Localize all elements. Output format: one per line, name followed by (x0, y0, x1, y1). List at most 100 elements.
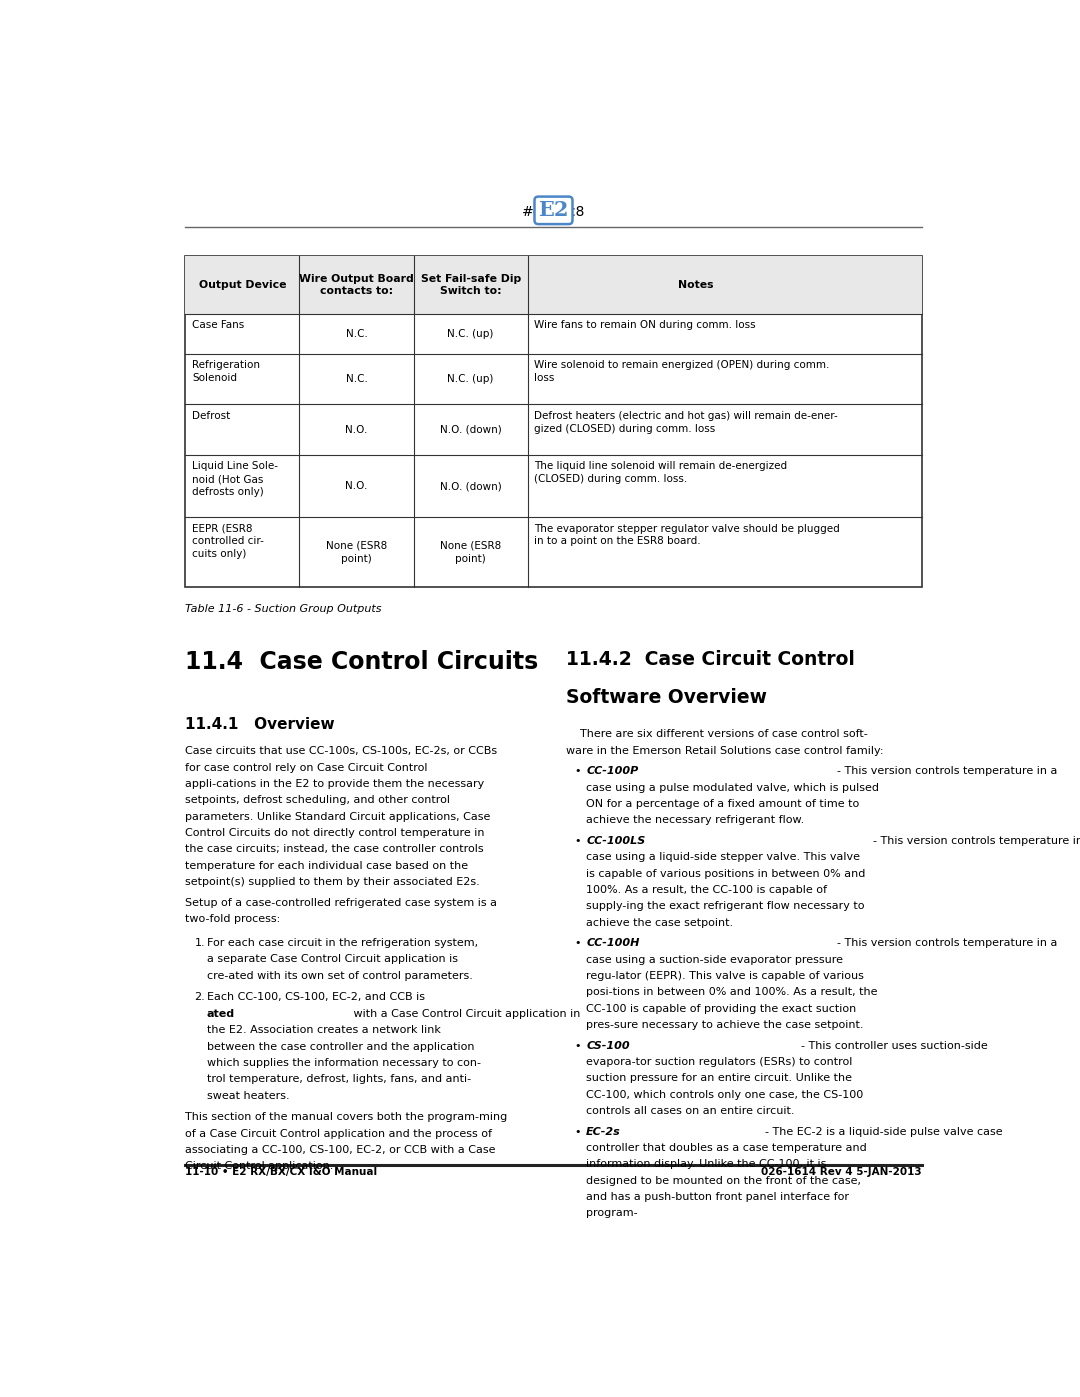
Text: The evaporator stepper regulator valve should be plugged
in to a point on the ES: The evaporator stepper regulator valve s… (535, 524, 840, 546)
Text: the case circuits; instead, the case controller controls: the case circuits; instead, the case con… (186, 844, 484, 855)
Text: None (ESR8
point): None (ESR8 point) (440, 541, 501, 563)
Text: This section of the manual covers both the program-ming: This section of the manual covers both t… (186, 1112, 508, 1122)
Text: 026-1614 Rev 4 5-JAN-2013: 026-1614 Rev 4 5-JAN-2013 (761, 1166, 922, 1176)
Text: E2: E2 (538, 200, 569, 221)
Text: Defrost heaters (electric and hot gas) will remain de-ener-
gized (CLOSED) durin: Defrost heaters (electric and hot gas) w… (535, 411, 838, 433)
Text: temperature for each individual case based on the: temperature for each individual case bas… (186, 861, 469, 870)
Text: suction pressure for an entire circuit. Unlike the: suction pressure for an entire circuit. … (586, 1073, 852, 1083)
Text: N.O. (down): N.O. (down) (440, 425, 501, 434)
Text: •: • (575, 939, 581, 949)
Text: Case circuits that use CC-100s, CS-100s, EC-2s, or CCBs: Case circuits that use CC-100s, CS-100s,… (186, 746, 498, 756)
Text: CC-100P: CC-100P (586, 766, 638, 777)
Text: for case control rely on Case Circuit Control: for case control rely on Case Circuit Co… (186, 763, 428, 773)
Text: is capable of various positions in between 0% and: is capable of various positions in betwe… (586, 869, 865, 879)
Text: 11.4.2  Case Circuit Control: 11.4.2 Case Circuit Control (566, 650, 855, 669)
Text: EEPR (ESR8
controlled cir-
cuits only): EEPR (ESR8 controlled cir- cuits only) (192, 524, 264, 559)
Text: and has a push-button front panel interface for: and has a push-button front panel interf… (586, 1192, 849, 1203)
Text: Output Device: Output Device (199, 279, 286, 291)
Text: between the case controller and the application: between the case controller and the appl… (207, 1042, 474, 1052)
Text: N.C. (up): N.C. (up) (447, 328, 494, 339)
Text: achieve the necessary refrigerant flow.: achieve the necessary refrigerant flow. (586, 816, 805, 826)
Text: - This controller uses suction-side: - This controller uses suction-side (801, 1041, 988, 1051)
Text: Set Fail-safe Dip
Switch to:: Set Fail-safe Dip Switch to: (420, 274, 521, 296)
Text: ated: ated (207, 1009, 235, 1018)
Text: sweat heaters.: sweat heaters. (207, 1091, 289, 1101)
Text: N.O.: N.O. (346, 425, 367, 434)
Text: CC-100 is capable of providing the exact suction: CC-100 is capable of providing the exact… (586, 1003, 856, 1014)
Text: 11.4.1   Overview: 11.4.1 Overview (186, 717, 335, 732)
Text: None (ESR8
point): None (ESR8 point) (326, 541, 387, 563)
Text: information display. Unlike the CC-100, it is: information display. Unlike the CC-100, … (586, 1160, 826, 1169)
Text: N.C.: N.C. (346, 374, 367, 384)
Text: CC-100, which controls only one case, the CS-100: CC-100, which controls only one case, th… (586, 1090, 863, 1099)
Text: Liquid Line Sole-
noid (Hot Gas
defrosts only): Liquid Line Sole- noid (Hot Gas defrosts… (192, 461, 278, 497)
Text: Refrigeration
Solenoid: Refrigeration Solenoid (192, 360, 260, 383)
Text: the E2. Association creates a network link: the E2. Association creates a network li… (207, 1025, 441, 1035)
Text: Software Overview: Software Overview (566, 689, 767, 707)
Text: achieve the case setpoint.: achieve the case setpoint. (586, 918, 733, 928)
Text: 1.: 1. (194, 937, 205, 949)
Text: N.O. (down): N.O. (down) (440, 481, 501, 490)
Text: - This version controls temperature in a: - This version controls temperature in a (837, 766, 1057, 777)
Text: case using a liquid-side stepper valve. This valve: case using a liquid-side stepper valve. … (586, 852, 860, 862)
Text: There are six different versions of case control soft-: There are six different versions of case… (566, 729, 868, 739)
Text: case using a pulse modulated valve, which is pulsed: case using a pulse modulated valve, whic… (586, 782, 879, 792)
Text: posi-tions in between 0% and 100%. As a result, the: posi-tions in between 0% and 100%. As a … (586, 988, 878, 997)
Text: associating a CC-100, CS-100, EC-2, or CCB with a Case: associating a CC-100, CS-100, EC-2, or C… (186, 1146, 496, 1155)
Text: The liquid line solenoid will remain de-energized
(CLOSED) during comm. loss.: The liquid line solenoid will remain de-… (535, 461, 787, 485)
Text: N.O.: N.O. (346, 481, 367, 490)
Text: controls all cases on an entire circuit.: controls all cases on an entire circuit. (586, 1106, 795, 1116)
Text: - This version controls temperature in a: - This version controls temperature in a (837, 939, 1057, 949)
Text: with a Case Control Circuit application in: with a Case Control Circuit application … (350, 1009, 581, 1018)
Text: ware in the Emerson Retail Solutions case control family:: ware in the Emerson Retail Solutions cas… (566, 746, 883, 756)
Text: of a Case Circuit Control application and the process of: of a Case Circuit Control application an… (186, 1129, 492, 1139)
Text: EC-2s: EC-2s (586, 1127, 621, 1137)
Text: Defrost: Defrost (192, 411, 230, 420)
Text: ON for a percentage of a fixed amount of time to: ON for a percentage of a fixed amount of… (586, 799, 860, 809)
Bar (186, 256, 922, 314)
Text: 100%. As a result, the CC-100 is capable of: 100%. As a result, the CC-100 is capable… (586, 884, 827, 895)
Text: N.C.: N.C. (346, 328, 367, 339)
Text: N.C. (up): N.C. (up) (447, 374, 494, 384)
Text: two-fold process:: two-fold process: (186, 914, 281, 925)
Text: 2.: 2. (194, 992, 205, 1003)
Text: trol temperature, defrost, lights, fans, and anti-: trol temperature, defrost, lights, fans,… (207, 1074, 471, 1084)
Text: CC-100H: CC-100H (586, 939, 639, 949)
Text: pres-sure necessary to achieve the case setpoint.: pres-sure necessary to achieve the case … (586, 1020, 864, 1030)
Text: CS-100: CS-100 (586, 1041, 630, 1051)
Text: regu-lator (EEPR). This valve is capable of various: regu-lator (EEPR). This valve is capable… (586, 971, 864, 981)
Text: parameters. Unlike Standard Circuit applications, Case: parameters. Unlike Standard Circuit appl… (186, 812, 490, 821)
Bar (186, 256, 922, 587)
Text: - This version controls temperature in a: - This version controls temperature in a (873, 835, 1080, 845)
Text: designed to be mounted on the front of the case,: designed to be mounted on the front of t… (586, 1176, 861, 1186)
Text: 11.4  Case Control Circuits: 11.4 Case Control Circuits (186, 650, 539, 673)
Text: 11-10 • E2 RX/BX/CX I&O Manual: 11-10 • E2 RX/BX/CX I&O Manual (186, 1166, 377, 1176)
Text: Notes: Notes (677, 279, 713, 291)
Text: •: • (575, 1041, 581, 1051)
Text: Wire fans to remain ON during comm. loss: Wire fans to remain ON during comm. loss (535, 320, 756, 330)
Text: setpoints, defrost scheduling, and other control: setpoints, defrost scheduling, and other… (186, 795, 450, 806)
Text: •: • (575, 1127, 581, 1137)
Text: Control Circuits do not directly control temperature in: Control Circuits do not directly control… (186, 828, 485, 838)
Text: controller that doubles as a case temperature and: controller that doubles as a case temper… (586, 1143, 867, 1153)
Text: evapora-tor suction regulators (ESRs) to control: evapora-tor suction regulators (ESRs) to… (586, 1058, 852, 1067)
Text: setpoint(s) supplied to them by their associated E2s.: setpoint(s) supplied to them by their as… (186, 877, 480, 887)
Text: cre-ated with its own set of control parameters.: cre-ated with its own set of control par… (207, 971, 473, 981)
Text: - The EC-2 is a liquid-side pulse valve case: - The EC-2 is a liquid-side pulse valve … (766, 1127, 1003, 1137)
Text: Table 11-6 - Suction Group Outputs: Table 11-6 - Suction Group Outputs (186, 605, 381, 615)
Text: program-: program- (586, 1208, 638, 1218)
Text: Circuit Control application.: Circuit Control application. (186, 1161, 334, 1171)
Text: •: • (575, 766, 581, 777)
Text: For each case circuit in the refrigeration system,: For each case circuit in the refrigerati… (207, 937, 478, 949)
Text: #4a86c8: #4a86c8 (522, 205, 585, 219)
Text: case using a suction-side evaporator pressure: case using a suction-side evaporator pre… (586, 954, 843, 964)
Text: Wire Output Board
contacts to:: Wire Output Board contacts to: (299, 274, 414, 296)
Text: Setup of a case-controlled refrigerated case system is a: Setup of a case-controlled refrigerated … (186, 898, 497, 908)
Text: Each CC-100, CS-100, EC-2, and CCB is: Each CC-100, CS-100, EC-2, and CCB is (207, 992, 429, 1003)
Text: a separate Case Control Circuit application is: a separate Case Control Circuit applicat… (207, 954, 458, 964)
Text: Wire solenoid to remain energized (OPEN) during comm.
loss: Wire solenoid to remain energized (OPEN)… (535, 360, 829, 383)
Text: Case Fans: Case Fans (192, 320, 244, 330)
Text: •: • (575, 835, 581, 845)
Text: appli-cations in the E2 to provide them the necessary: appli-cations in the E2 to provide them … (186, 780, 485, 789)
Text: which supplies the information necessary to con-: which supplies the information necessary… (207, 1058, 481, 1067)
